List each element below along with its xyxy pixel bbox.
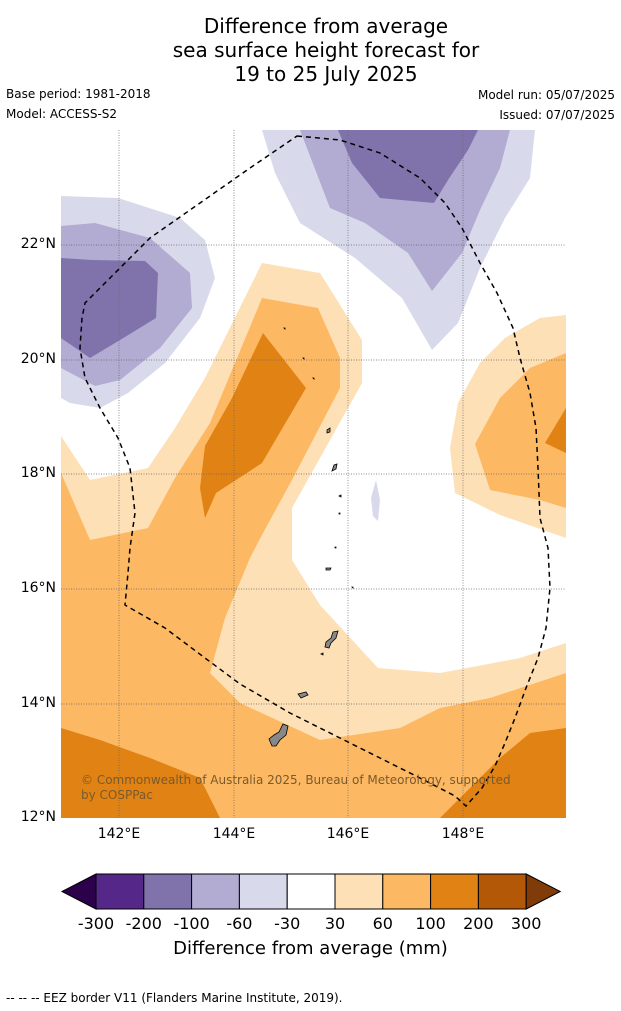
colorbar-cell	[191, 873, 240, 910]
island-anatahan	[325, 567, 332, 571]
model-text: Model: ACCESS-S2	[6, 107, 118, 121]
copyright-line-2: by COSPPac	[81, 788, 153, 802]
contour-60-to-100-east	[475, 353, 566, 508]
colorbar-tick-label: -200	[125, 914, 162, 933]
colorbar-extend-low	[60, 873, 97, 910]
colorbar-legend: -300 -200 -100 -60 -30 30 60 100 200 300 Differen…	[0, 868, 621, 968]
contour-60-to-100	[61, 298, 566, 818]
island-tinian-saipan	[324, 630, 339, 649]
base-period-text: Base period: 1981-2018	[6, 87, 151, 101]
map-area: 22°N 20°N 18°N 16°N 14°N 12°N 142°E 144°…	[0, 128, 621, 842]
colorbar-tick-label: -100	[173, 914, 210, 933]
lat-label-18n: 18°N	[20, 465, 56, 481]
colorbar-cell	[334, 873, 384, 910]
copyright-notice: © Commonwealth of Australia 2025, Bureau…	[81, 773, 521, 803]
colorbar-title: Difference from average (mm)	[173, 938, 448, 959]
map-canvas	[61, 130, 566, 818]
islands	[268, 327, 354, 747]
island-small-16n	[351, 586, 354, 589]
island-agrihan	[326, 427, 331, 434]
colorbar-cell	[477, 873, 527, 910]
lat-label-22n: 22°N	[20, 236, 56, 252]
issued-text: Issued: 07/07/2025	[499, 108, 615, 122]
colorbar-cell	[430, 873, 479, 910]
colorbar-extend-high	[525, 873, 562, 910]
island-guguan	[338, 512, 341, 515]
contour-100-to-200-southeast	[440, 728, 566, 818]
eez-border	[79, 135, 551, 808]
lat-label-12n: 12°N	[20, 809, 56, 825]
contour-small-negative	[371, 480, 380, 521]
eez-footnote: -- -- -- EEZ border V11 (Flanders Marine…	[6, 991, 343, 1005]
colorbar-cell	[238, 873, 288, 910]
contour-100-to-200	[61, 728, 220, 818]
colorbar-tick-label: -60	[226, 914, 253, 933]
island-farallon	[283, 327, 286, 330]
lon-label-148e: 148°E	[441, 826, 485, 842]
colorbar-tick-label: 100	[415, 914, 446, 933]
lon-label-144e: 144°E	[212, 826, 256, 842]
colorbar-tick-label: 300	[510, 914, 542, 933]
lat-label-14n: 14°N	[20, 695, 56, 711]
contour-minus60-to-minus100-north	[300, 130, 510, 291]
colorbar-tick-label: -300	[77, 914, 115, 933]
lat-label-20n: 20°N	[20, 351, 56, 367]
island-maug	[302, 357, 305, 360]
island-alamagan	[338, 494, 342, 498]
contour-minus100-to-minus200-north	[338, 130, 478, 203]
graticule	[61, 130, 566, 818]
island-guam	[268, 723, 289, 747]
colorbar	[60, 873, 562, 910]
island-aguijan	[320, 652, 324, 656]
island-sarigan	[334, 546, 337, 549]
contour-minus100-to-minus200-nw	[61, 258, 158, 358]
lat-label-16n: 16°N	[20, 580, 56, 596]
contour-100-to-200-east	[545, 408, 566, 453]
colorbar-cell	[286, 873, 336, 910]
colorbar-cell	[143, 873, 193, 910]
contour-100-to-200-center	[200, 333, 306, 518]
island-pagan	[331, 463, 338, 472]
island-asuncion	[312, 377, 315, 380]
colorbar-tick-label: 200	[463, 914, 494, 933]
colorbar-tick-label: 60	[372, 914, 393, 933]
copyright-line-1: © Commonwealth of Australia 2025, Bureau…	[81, 773, 511, 787]
title-line-2: sea surface height forecast for	[172, 38, 480, 62]
colorbar-cell	[95, 873, 145, 910]
colorbar-tick-label: 30	[324, 914, 346, 933]
colorbar-tick-label: -30	[274, 914, 301, 933]
island-rota	[297, 691, 309, 699]
colorbar-cell	[382, 873, 432, 910]
title-line-3: 19 to 25 July 2025	[234, 62, 418, 86]
title-line-1: Difference from average	[203, 14, 449, 38]
map-title: Difference from average sea surface heig…	[0, 14, 621, 86]
lon-label-146e: 146°E	[326, 826, 370, 842]
lon-label-142e: 142°E	[97, 826, 141, 842]
model-run-text: Model run: 05/07/2025	[477, 88, 615, 102]
